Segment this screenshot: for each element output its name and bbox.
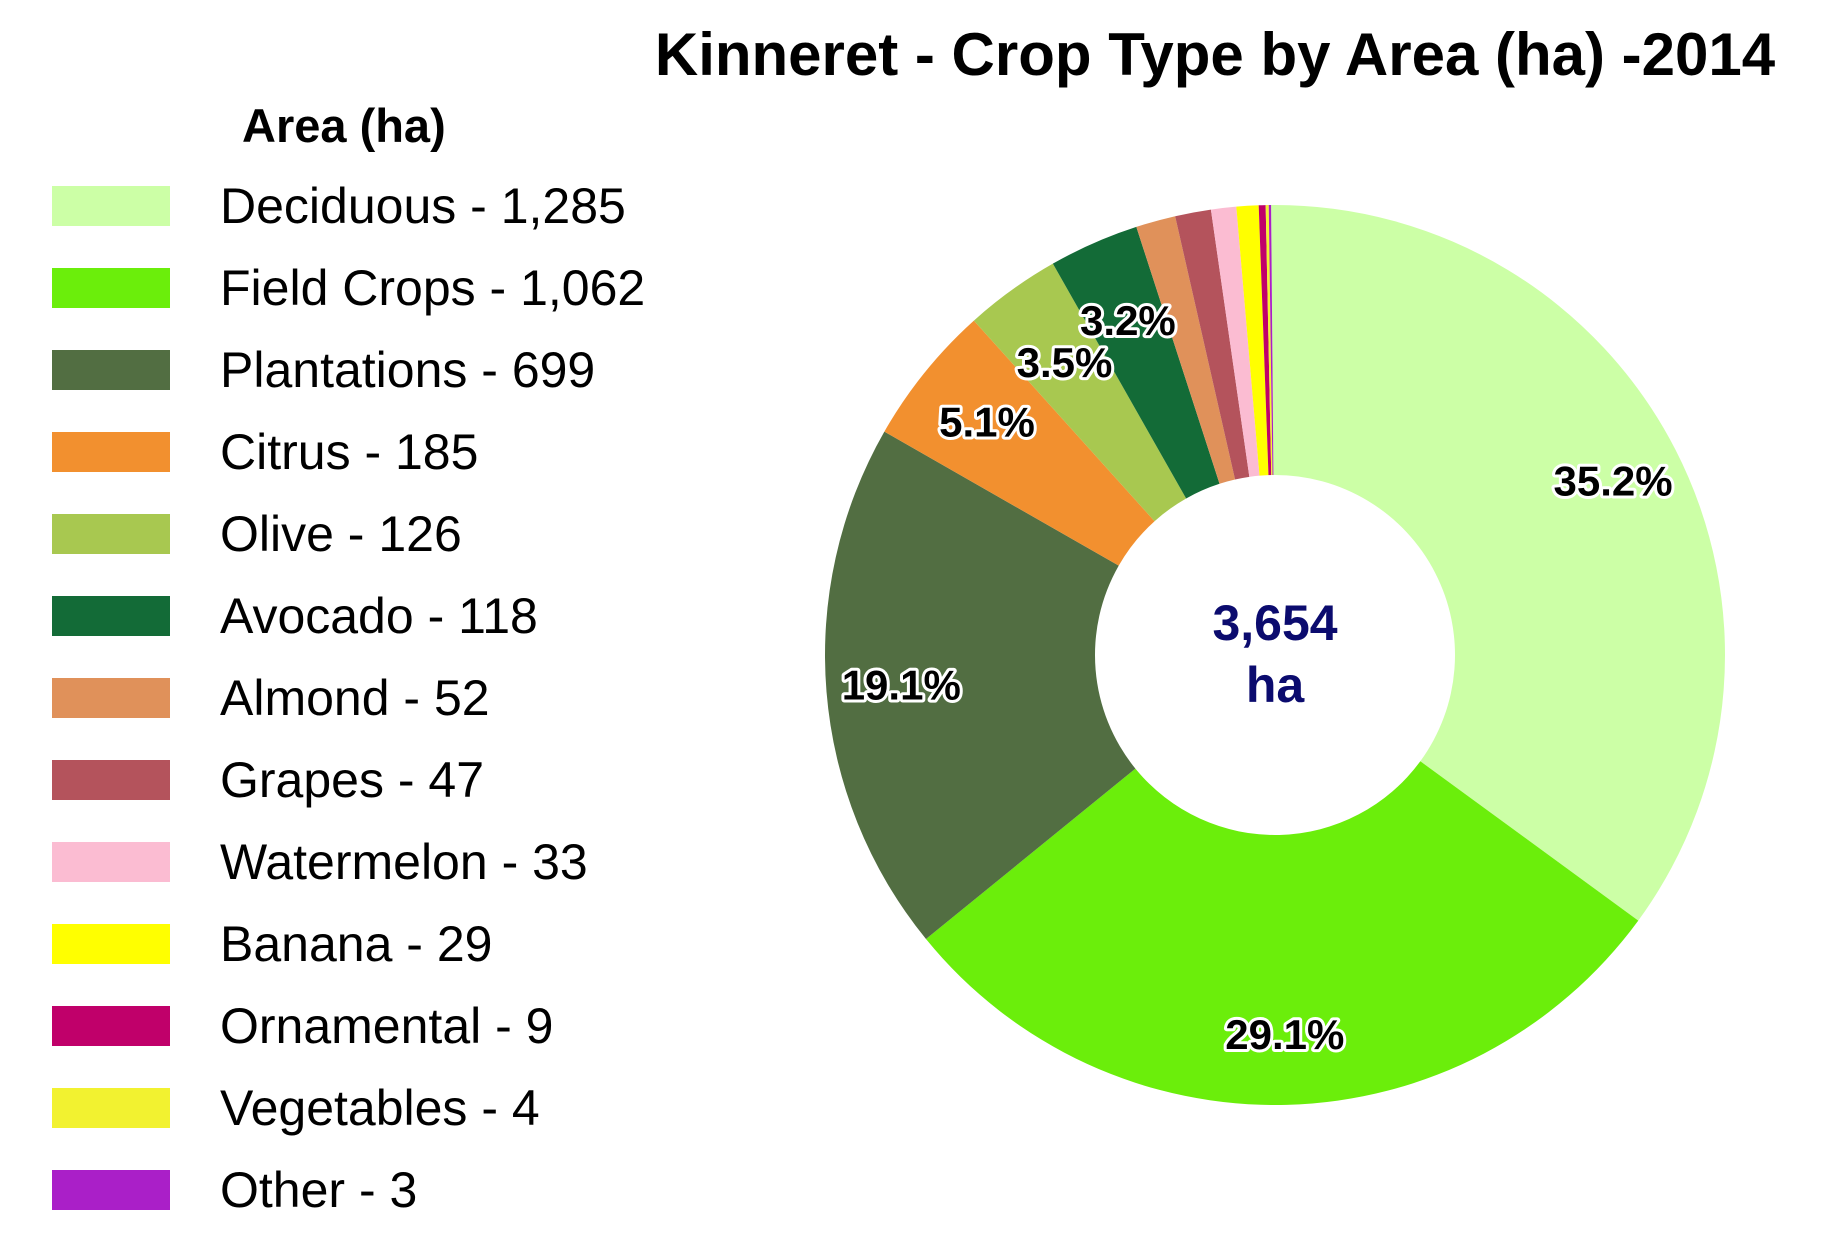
legend-title: Area (ha)	[242, 99, 446, 152]
legend-item: Vegetables - 4	[52, 1078, 732, 1138]
center-total-unit: ha	[1246, 657, 1306, 713]
legend-label: Watermelon - 33	[220, 834, 588, 890]
legend-item: Almond - 52	[52, 668, 732, 728]
legend-label: Vegetables - 4	[220, 1080, 540, 1136]
legend-swatch	[52, 1006, 170, 1046]
slice-percent-label: 3.2%	[1080, 297, 1176, 344]
pie-slice	[825, 431, 1136, 940]
legend-label: Citrus - 185	[220, 424, 479, 480]
legend-swatch	[52, 1088, 170, 1128]
legend-label: Deciduous - 1,285	[220, 178, 626, 234]
legend-item: Banana - 29	[52, 914, 732, 974]
pie-slice	[1271, 204, 1725, 921]
slice-percent-label: 29.1%	[1225, 1011, 1344, 1058]
chart-title: Kinneret - Crop Type by Area (ha) -2014	[654, 21, 1776, 88]
legend-swatch	[52, 842, 170, 882]
legend-label: Field Crops - 1,062	[220, 260, 646, 316]
legend-label: Avocado - 118	[220, 588, 538, 644]
legend-swatch	[52, 514, 170, 554]
pie-slice	[1210, 206, 1260, 477]
pie-slice	[1175, 209, 1250, 480]
legend-item: Watermelon - 33	[52, 832, 732, 892]
legend-item: Other - 3	[52, 1160, 732, 1220]
legend-item: Field Crops - 1,062	[52, 258, 732, 318]
legend-label: Grapes - 47	[220, 752, 485, 808]
pie-slice	[1052, 226, 1220, 499]
slice-percent-label: 5.1%	[939, 399, 1035, 446]
pie-slice	[1236, 205, 1269, 476]
legend-swatch	[52, 268, 170, 308]
pie-slice	[1268, 205, 1274, 476]
pie-slice	[1258, 205, 1272, 476]
legend-label: Plantations - 699	[220, 342, 596, 398]
legend-swatch	[52, 596, 170, 636]
legend-item: Citrus - 185	[52, 422, 732, 482]
legend-item: Avocado - 118	[52, 586, 732, 646]
legend-label: Olive - 126	[220, 506, 462, 562]
legend-swatch	[52, 186, 170, 226]
slice-percent-label: 19.1%	[842, 662, 961, 709]
legend-item: Grapes - 47	[52, 750, 732, 810]
legend-swatch	[52, 678, 170, 718]
pie-slice	[884, 320, 1155, 566]
legend-label: Banana - 29	[220, 916, 493, 972]
legend-swatch	[52, 1170, 170, 1210]
slice-percent-label: 35.2%	[1554, 458, 1673, 505]
slice-percent-label: 3.5%	[1017, 339, 1113, 386]
legend-label: Almond - 52	[220, 670, 490, 726]
legend-swatch	[52, 350, 170, 390]
pie-slice	[1136, 216, 1236, 484]
legend-item: Olive - 126	[52, 504, 732, 564]
legend-label: Ornamental - 9	[220, 998, 554, 1054]
legend-item: Ornamental - 9	[52, 996, 732, 1056]
legend-swatch	[52, 760, 170, 800]
legend-swatch	[52, 432, 170, 472]
legend-swatch	[52, 924, 170, 964]
center-total-value: 3,654	[1212, 595, 1337, 651]
legend-label: Other - 3	[220, 1162, 418, 1218]
pie-slice	[973, 263, 1187, 522]
pie-slice	[925, 761, 1639, 1106]
legend-item: Plantations - 699	[52, 340, 732, 400]
pie-slice	[1265, 205, 1273, 476]
legend-item: Deciduous - 1,285	[52, 176, 732, 236]
